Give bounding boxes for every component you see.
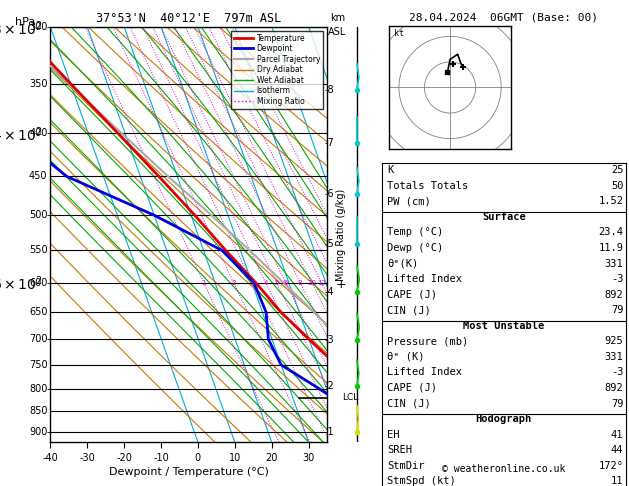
Text: ASL: ASL: [328, 27, 347, 37]
Text: 79: 79: [611, 399, 623, 409]
Text: Lifted Index: Lifted Index: [387, 367, 462, 378]
Text: 892: 892: [604, 290, 623, 300]
Text: 11: 11: [611, 476, 623, 486]
Text: 400: 400: [29, 128, 48, 138]
Text: 4: 4: [264, 279, 268, 285]
Text: K: K: [387, 165, 393, 175]
Text: 750: 750: [29, 360, 48, 370]
Text: 700: 700: [29, 334, 48, 345]
Text: CAPE (J): CAPE (J): [387, 290, 437, 300]
Text: 50: 50: [611, 181, 623, 191]
Text: 350: 350: [29, 79, 48, 88]
Text: CIN (J): CIN (J): [387, 305, 431, 315]
Text: km: km: [330, 13, 345, 22]
Text: CAPE (J): CAPE (J): [387, 383, 437, 393]
Text: Temp (°C): Temp (°C): [387, 227, 443, 238]
Text: 600: 600: [29, 278, 48, 288]
Text: +: +: [336, 278, 347, 291]
Text: 331: 331: [604, 352, 623, 362]
Text: Most Unstable: Most Unstable: [463, 321, 545, 331]
Text: 500: 500: [29, 210, 48, 220]
Text: 12: 12: [317, 279, 326, 285]
Text: 23.4: 23.4: [598, 227, 623, 238]
Text: 550: 550: [29, 245, 48, 256]
Text: Lifted Index: Lifted Index: [387, 274, 462, 284]
Text: Surface: Surface: [482, 212, 526, 222]
Text: SREH: SREH: [387, 445, 412, 455]
Text: -6: -6: [325, 189, 335, 199]
Text: -3: -3: [325, 335, 335, 345]
Text: -3: -3: [611, 367, 623, 378]
Text: PW (cm): PW (cm): [387, 196, 431, 207]
Text: 44: 44: [611, 445, 623, 455]
Text: CIN (J): CIN (J): [387, 399, 431, 409]
Text: 3: 3: [250, 279, 254, 285]
Text: 37°53'N  40°12'E  797m ASL: 37°53'N 40°12'E 797m ASL: [96, 12, 281, 25]
Text: 10: 10: [307, 279, 316, 285]
Text: StmDir: StmDir: [387, 461, 425, 471]
Text: 1: 1: [201, 279, 206, 285]
Text: -1: -1: [325, 427, 335, 437]
Text: 892: 892: [604, 383, 623, 393]
Text: 331: 331: [604, 259, 623, 269]
Text: hPa: hPa: [15, 17, 35, 27]
Text: EH: EH: [387, 430, 399, 440]
Text: 25: 25: [611, 165, 623, 175]
Text: kt: kt: [394, 29, 404, 38]
Text: 900: 900: [29, 427, 48, 437]
X-axis label: Dewpoint / Temperature (°C): Dewpoint / Temperature (°C): [109, 467, 269, 477]
Text: 172°: 172°: [598, 461, 623, 471]
Text: -3: -3: [611, 274, 623, 284]
Text: 28.04.2024  06GMT (Base: 00): 28.04.2024 06GMT (Base: 00): [409, 12, 598, 22]
Text: 1.52: 1.52: [598, 196, 623, 207]
Text: 650: 650: [29, 307, 48, 317]
Text: 8: 8: [298, 279, 303, 285]
Text: Hodograph: Hodograph: [476, 414, 532, 424]
Text: 850: 850: [29, 406, 48, 416]
Text: 11.9: 11.9: [598, 243, 623, 253]
Text: LCL: LCL: [342, 393, 359, 402]
Text: 300: 300: [29, 22, 48, 32]
Text: 800: 800: [29, 383, 48, 394]
Text: 79: 79: [611, 305, 623, 315]
Text: 450: 450: [29, 172, 48, 181]
Text: 41: 41: [611, 430, 623, 440]
Legend: Temperature, Dewpoint, Parcel Trajectory, Dry Adiabat, Wet Adiabat, Isotherm, Mi: Temperature, Dewpoint, Parcel Trajectory…: [231, 31, 323, 109]
Text: © weatheronline.co.uk: © weatheronline.co.uk: [442, 464, 565, 474]
Text: StmSpd (kt): StmSpd (kt): [387, 476, 455, 486]
Text: θᵉ(K): θᵉ(K): [387, 259, 418, 269]
Text: 925: 925: [604, 336, 623, 347]
Text: -8: -8: [325, 85, 335, 95]
Text: -7: -7: [325, 138, 335, 148]
Text: -5: -5: [325, 239, 335, 249]
Text: -4: -4: [325, 287, 335, 297]
Text: Dewp (°C): Dewp (°C): [387, 243, 443, 253]
Text: 2: 2: [231, 279, 236, 285]
Text: 6: 6: [283, 279, 288, 285]
Text: 5: 5: [274, 279, 279, 285]
Text: Mixing Ratio (g/kg): Mixing Ratio (g/kg): [337, 189, 346, 280]
Text: -2: -2: [325, 382, 335, 391]
Text: Pressure (mb): Pressure (mb): [387, 336, 468, 347]
Text: Totals Totals: Totals Totals: [387, 181, 468, 191]
Text: θᵉ (K): θᵉ (K): [387, 352, 425, 362]
